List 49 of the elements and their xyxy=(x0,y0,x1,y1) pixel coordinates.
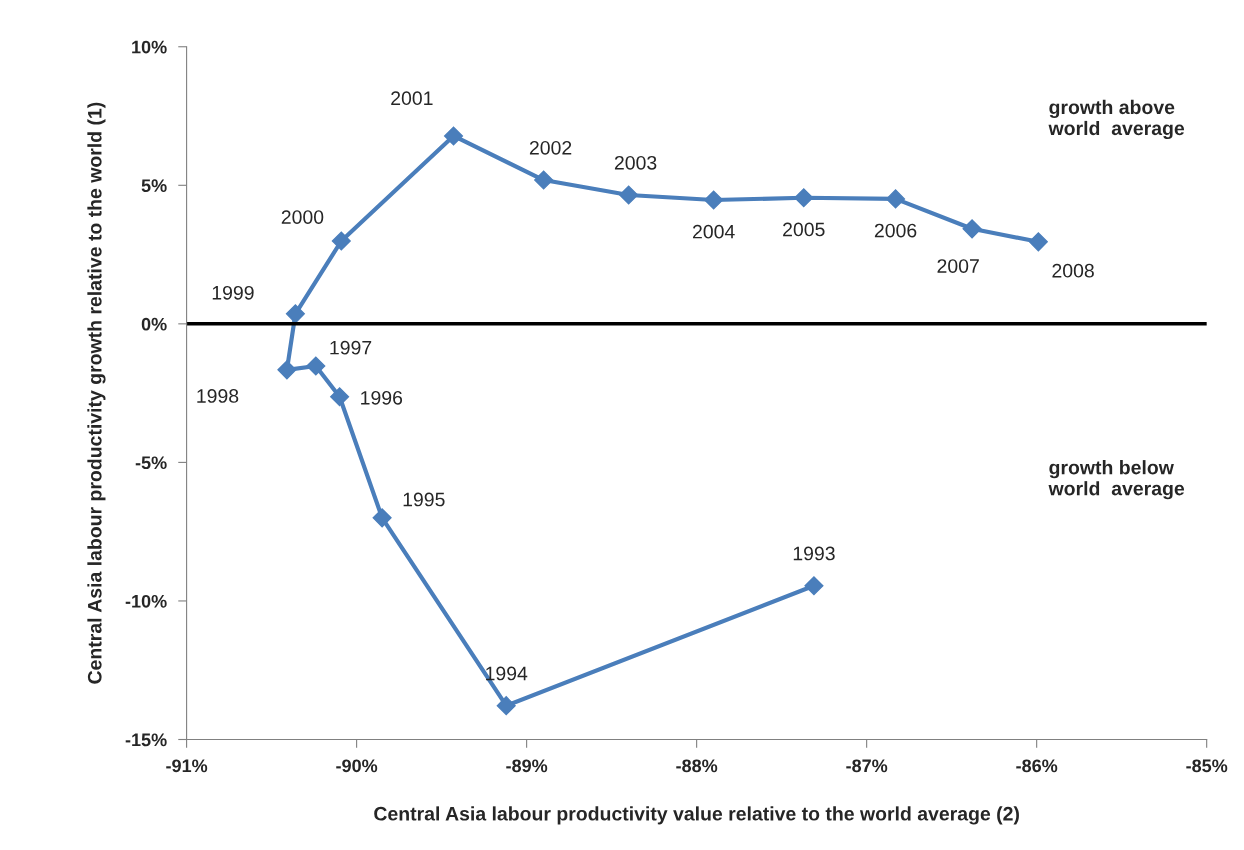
annotation: 2002 xyxy=(529,140,572,155)
x-tick-label: -91% xyxy=(166,759,208,773)
y-tick-label: -10% xyxy=(125,594,167,608)
point xyxy=(372,508,392,528)
y-tick-label: -15% xyxy=(125,733,167,747)
annotation: 1996 xyxy=(361,390,403,405)
annotation: 2006 xyxy=(874,223,917,238)
point xyxy=(794,188,814,208)
x-tick-label: -89% xyxy=(506,759,548,773)
x-tick-label: -87% xyxy=(846,759,888,773)
annotation: 1993 xyxy=(793,546,835,561)
point xyxy=(306,356,326,376)
annotation: 2007 xyxy=(937,259,979,273)
annotation: 2001 xyxy=(391,91,433,106)
annotation: 2005 xyxy=(783,222,825,237)
point xyxy=(886,189,906,209)
point xyxy=(443,126,464,146)
y-tick-label: 5% xyxy=(141,179,167,193)
y-tick-label: 10% xyxy=(132,40,167,54)
x-tick-label: -90% xyxy=(336,759,378,773)
annotation: 1995 xyxy=(403,492,445,507)
point xyxy=(534,170,554,190)
x-tick-label: -86% xyxy=(1016,759,1058,773)
annotation: 2004 xyxy=(692,224,735,239)
y-tick-label: 0% xyxy=(141,317,167,331)
annotation: 1994 xyxy=(486,666,528,681)
annotation: growth below world average xyxy=(1048,460,1185,500)
annotation: 1999 xyxy=(212,285,254,300)
annotation: 1998 xyxy=(197,389,239,403)
x-tick-label: -85% xyxy=(1186,759,1228,773)
annotation: 2008 xyxy=(1052,263,1094,278)
point xyxy=(1028,232,1048,252)
y-tick-label: -5% xyxy=(135,456,167,470)
x-axis-title: Central Asia labour productivity value relative to the world average (2) xyxy=(374,806,1019,825)
point xyxy=(496,696,516,716)
y-axis-title: Central Asia labour productivity growth relative to the world (1) xyxy=(87,102,106,684)
annotation: growth above world average xyxy=(1048,99,1185,140)
point xyxy=(331,231,351,251)
annotation: 2000 xyxy=(281,210,324,224)
point xyxy=(962,219,982,239)
point xyxy=(804,576,824,596)
point xyxy=(285,304,305,324)
point xyxy=(704,190,724,210)
point xyxy=(277,360,297,380)
point xyxy=(330,387,350,407)
annotation: 1997 xyxy=(330,340,372,355)
x-tick-label: -88% xyxy=(676,759,718,773)
annotation: 2003 xyxy=(614,155,657,170)
point xyxy=(619,185,639,205)
